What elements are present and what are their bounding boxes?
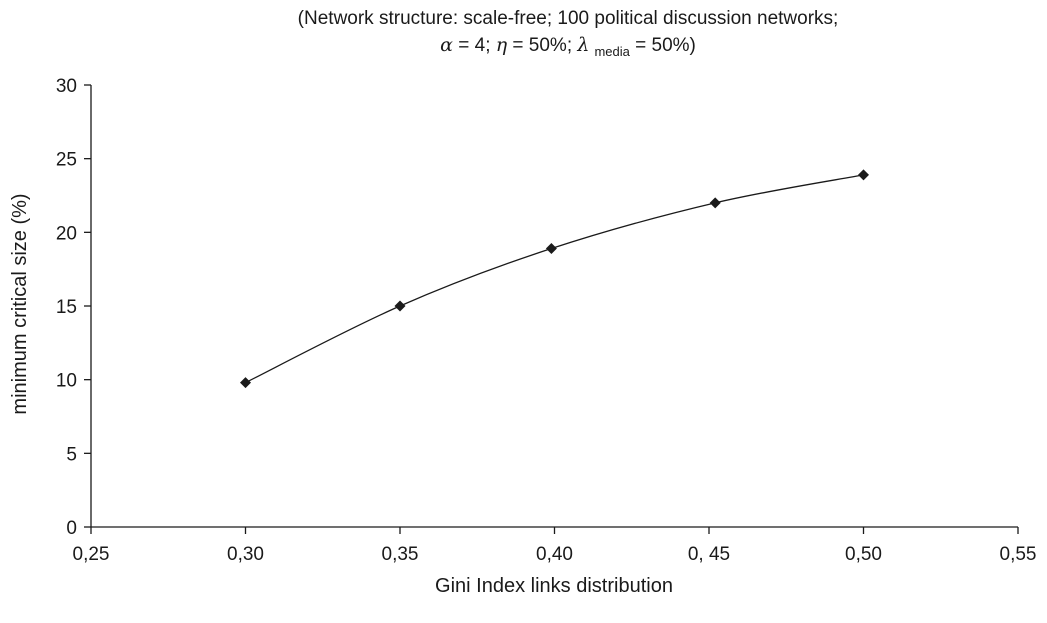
- lambda-value: = 50%): [630, 35, 696, 56]
- y-tick-label: 10: [56, 371, 77, 392]
- eta-symbol: η: [496, 34, 508, 56]
- eta-value: = 50%;: [507, 35, 577, 56]
- data-point-marker: [709, 197, 721, 209]
- x-tick-label: 0,55: [1000, 544, 1037, 565]
- lambda-subscript: media: [594, 44, 630, 59]
- y-tick-label: 5: [66, 444, 77, 465]
- lambda-symbol: λ: [576, 34, 589, 56]
- y-axis-label: minimum critical size (%): [9, 193, 31, 414]
- data-point-marker: [858, 169, 869, 181]
- x-tick-label: 0,30: [227, 544, 264, 565]
- chart-title: (Network structure: scale-free; 100 poli…: [298, 8, 839, 59]
- x-tick-label: 0, 45: [688, 544, 730, 565]
- data-point-marker: [545, 243, 557, 255]
- alpha-symbol: α: [440, 34, 453, 56]
- alpha-value: = 4;: [453, 35, 496, 56]
- x-tick-label: 0,35: [382, 544, 419, 565]
- y-tick-label: 15: [56, 297, 77, 318]
- x-tick-label: 0,50: [845, 544, 882, 565]
- y-tick-label: 0: [66, 518, 77, 539]
- chart-title-line-2: α = 4; η = 50%; λ media = 50%): [440, 34, 696, 59]
- series-line: [245, 174, 864, 384]
- x-tick-label: 0,25: [73, 544, 110, 565]
- y-tick-label: 30: [56, 76, 77, 97]
- x-tick-label: 0,40: [536, 544, 573, 565]
- y-tick-label: 20: [56, 223, 77, 244]
- chart-title-line-1: (Network structure: scale-free; 100 poli…: [298, 8, 839, 29]
- y-tick-label: 25: [56, 150, 77, 171]
- plot-area: 0 5 10 15 20 25 30 0,25 0,30 0,35 0,40 0, 45 0,50 0,5…: [56, 76, 1037, 565]
- x-axis-label: Gini Index links distribution: [435, 575, 673, 597]
- data-point-marker: [240, 377, 251, 389]
- data-point-marker: [394, 300, 406, 312]
